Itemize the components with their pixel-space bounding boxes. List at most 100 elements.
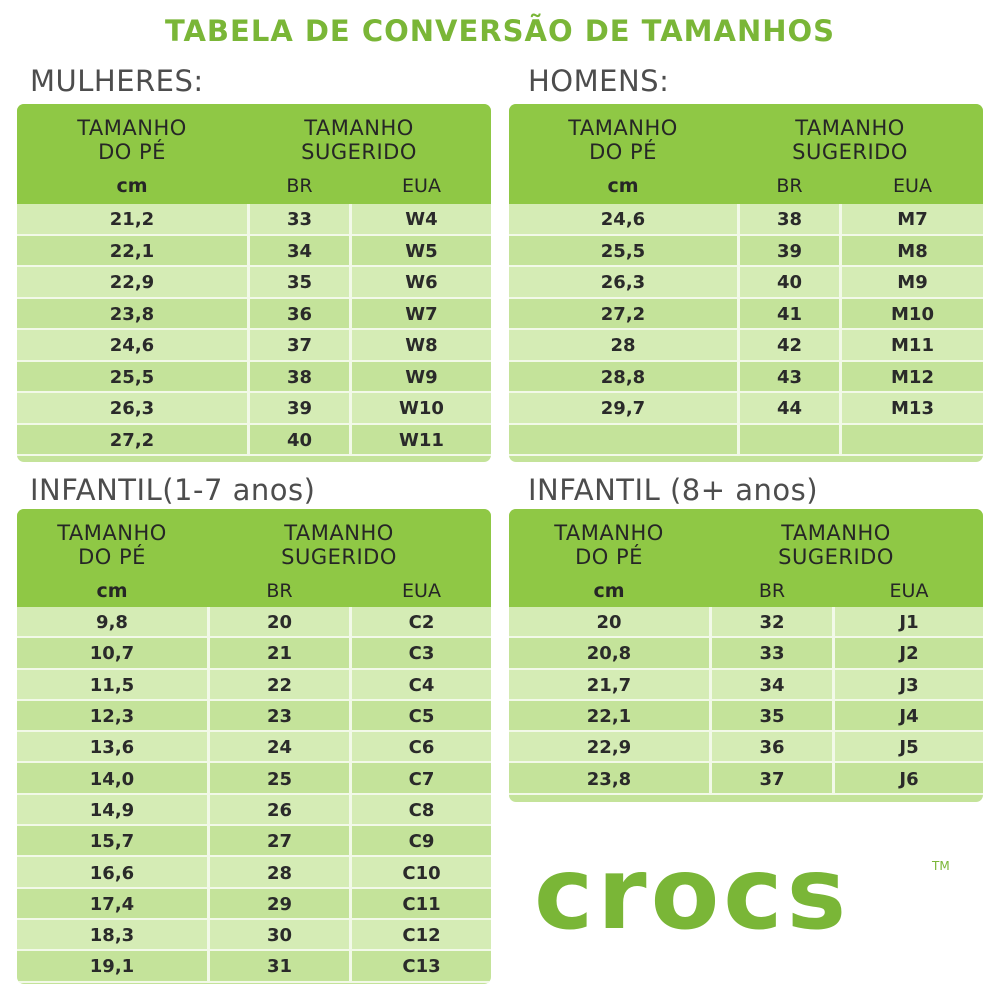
section-title-kids: INFANTIL(1-7 anos)	[30, 473, 316, 507]
br-size-cell: 39	[737, 235, 842, 267]
table-row: 23,8 37 J6	[509, 763, 983, 795]
foot-size-cm-cell: 22,1	[586, 706, 632, 728]
eua-size-cell: C8	[408, 799, 435, 821]
eua-size-cell: C7	[408, 768, 435, 790]
table-row	[509, 424, 983, 456]
suggested-size-header: TAMANHO SUGERIDO	[778, 521, 894, 569]
table-row: 26,3 40 M9	[509, 267, 983, 299]
eua-size-cell: M7	[897, 209, 928, 231]
table-row: 19,1 31 C13	[17, 951, 491, 983]
table-row: 29,7 44 M13	[509, 393, 983, 425]
br-size-cell: 36	[709, 732, 835, 764]
br-size-cell: 29	[207, 888, 352, 920]
section-title-youth: INFANTIL (8+ anos)	[528, 473, 819, 507]
br-size-cell: 28	[207, 857, 352, 889]
br-size-cell: 33	[247, 204, 352, 236]
eua-size-cell: W6	[405, 272, 438, 294]
eua-size-cell: M12	[891, 366, 934, 388]
br-size-cell: 23	[207, 700, 352, 733]
br-size-cell: 33	[709, 638, 835, 670]
crocs-logo: crocs TM	[534, 842, 950, 942]
men-size-table: TAMANHO DO PÉ TAMANHO SUGERIDO cm BR EUA 24,6…	[509, 104, 983, 462]
br-size-cell	[737, 424, 842, 456]
foot-size-cm-cell: 22,9	[109, 272, 155, 294]
youth-size-table: TAMANHO DO PÉ TAMANHO SUGERIDO cm BR EUA 20 32…	[509, 509, 983, 802]
foot-size-cm-cell: 20,8	[586, 643, 632, 665]
table-row: 22,9 35 W6	[17, 267, 491, 299]
eua-size-cell: C9	[408, 831, 435, 853]
foot-size-cm-cell: 21,7	[586, 674, 632, 696]
foot-size-cm-cell: 9,8	[96, 612, 128, 634]
br-size-cell: 30	[207, 919, 352, 952]
foot-size-header: TAMANHO DO PÉ	[554, 521, 664, 569]
eua-size-cell: C13	[402, 956, 441, 978]
br-size-cell: 25	[207, 763, 352, 795]
eua-column-header: EUA	[402, 580, 441, 602]
table-row: 28,8 43 M12	[509, 361, 983, 393]
foot-size-cm-cell: 27,2	[600, 303, 646, 325]
br-size-cell: 31	[207, 951, 352, 983]
eua-size-cell: C10	[402, 862, 441, 884]
foot-size-header: TAMANHO DO PÉ	[568, 116, 678, 164]
foot-size-cm-cell: 15,7	[89, 831, 135, 853]
table-row: 25,5 39 M8	[509, 235, 983, 267]
table-row: 27,2 41 M10	[509, 298, 983, 330]
foot-size-cm-cell: 11,5	[89, 674, 135, 696]
table-header: TAMANHO DO PÉ TAMANHO SUGERIDO cm BR EUA	[509, 104, 983, 204]
table-row: 24,6 37 W8	[17, 330, 491, 362]
foot-size-cm-cell: 28	[610, 335, 636, 357]
foot-size-cm-cell: 14,0	[89, 768, 135, 790]
table-header: TAMANHO DO PÉ TAMANHO SUGERIDO cm BR EUA	[17, 509, 491, 607]
eua-size-cell: W5	[405, 240, 438, 262]
br-size-cell: 38	[737, 204, 842, 236]
foot-size-cm-cell: 23,8	[109, 303, 155, 325]
br-size-cell: 35	[247, 267, 352, 299]
br-size-cell: 24	[207, 732, 352, 764]
br-size-cell: 40	[247, 424, 352, 456]
table-header: TAMANHO DO PÉ TAMANHO SUGERIDO cm BR EUA	[509, 509, 983, 607]
table-row: 16,6 28 C10	[17, 857, 491, 889]
table-row: 17,4 29 C11	[17, 888, 491, 920]
eua-size-cell: C11	[402, 893, 441, 915]
br-size-cell: 32	[709, 607, 835, 639]
section-title-women: MULHERES:	[30, 64, 204, 98]
eua-size-cell: W9	[405, 366, 438, 388]
foot-size-cm-cell: 28,8	[600, 366, 646, 388]
br-size-cell: 39	[247, 393, 352, 425]
foot-size-cm-cell: 27,2	[109, 429, 155, 451]
table-row: 27,2 40 W11	[17, 424, 491, 456]
eua-size-cell: M11	[891, 335, 934, 357]
eua-size-cell: M8	[897, 240, 928, 262]
eua-size-cell: C3	[408, 643, 435, 665]
table-row: 20 32 J1	[509, 607, 983, 639]
br-column-header: BR	[266, 580, 293, 602]
eua-size-cell: C5	[408, 706, 435, 728]
table-row: 21,2 33 W4	[17, 204, 491, 236]
br-column-header: BR	[758, 580, 786, 602]
cm-column-header: cm	[116, 175, 148, 197]
foot-size-header: TAMANHO DO PÉ	[77, 116, 187, 164]
eua-column-header: EUA	[402, 175, 441, 197]
foot-size-cm-cell: 17,4	[89, 893, 135, 915]
br-size-cell: 44	[737, 393, 842, 425]
foot-size-cm-cell: 10,7	[89, 643, 135, 665]
eua-size-cell: M13	[891, 398, 934, 420]
foot-size-cm-cell: 24,6	[600, 209, 646, 231]
eua-size-cell: C6	[408, 737, 435, 759]
table-row: 14,0 25 C7	[17, 763, 491, 795]
table-row: 23,8 36 W7	[17, 298, 491, 330]
cm-column-header: cm	[593, 580, 625, 602]
women-size-table: TAMANHO DO PÉ TAMANHO SUGERIDO cm BR EUA 21,2…	[17, 104, 491, 462]
foot-size-cm-cell: 19,1	[89, 956, 135, 978]
br-size-cell: 37	[709, 763, 835, 795]
crocs-logo-tm: TM	[931, 859, 950, 873]
br-size-cell: 38	[247, 361, 352, 393]
br-size-cell: 34	[709, 669, 835, 701]
foot-size-cm-cell: 24,6	[109, 335, 155, 357]
cm-column-header: cm	[96, 580, 128, 602]
foot-size-header: TAMANHO DO PÉ	[57, 521, 167, 569]
foot-size-cm-cell: 14,9	[89, 799, 135, 821]
eua-size-cell: W4	[405, 209, 438, 231]
table-row: 10,7 21 C3	[17, 638, 491, 670]
foot-size-cm-cell: 22,1	[109, 240, 155, 262]
